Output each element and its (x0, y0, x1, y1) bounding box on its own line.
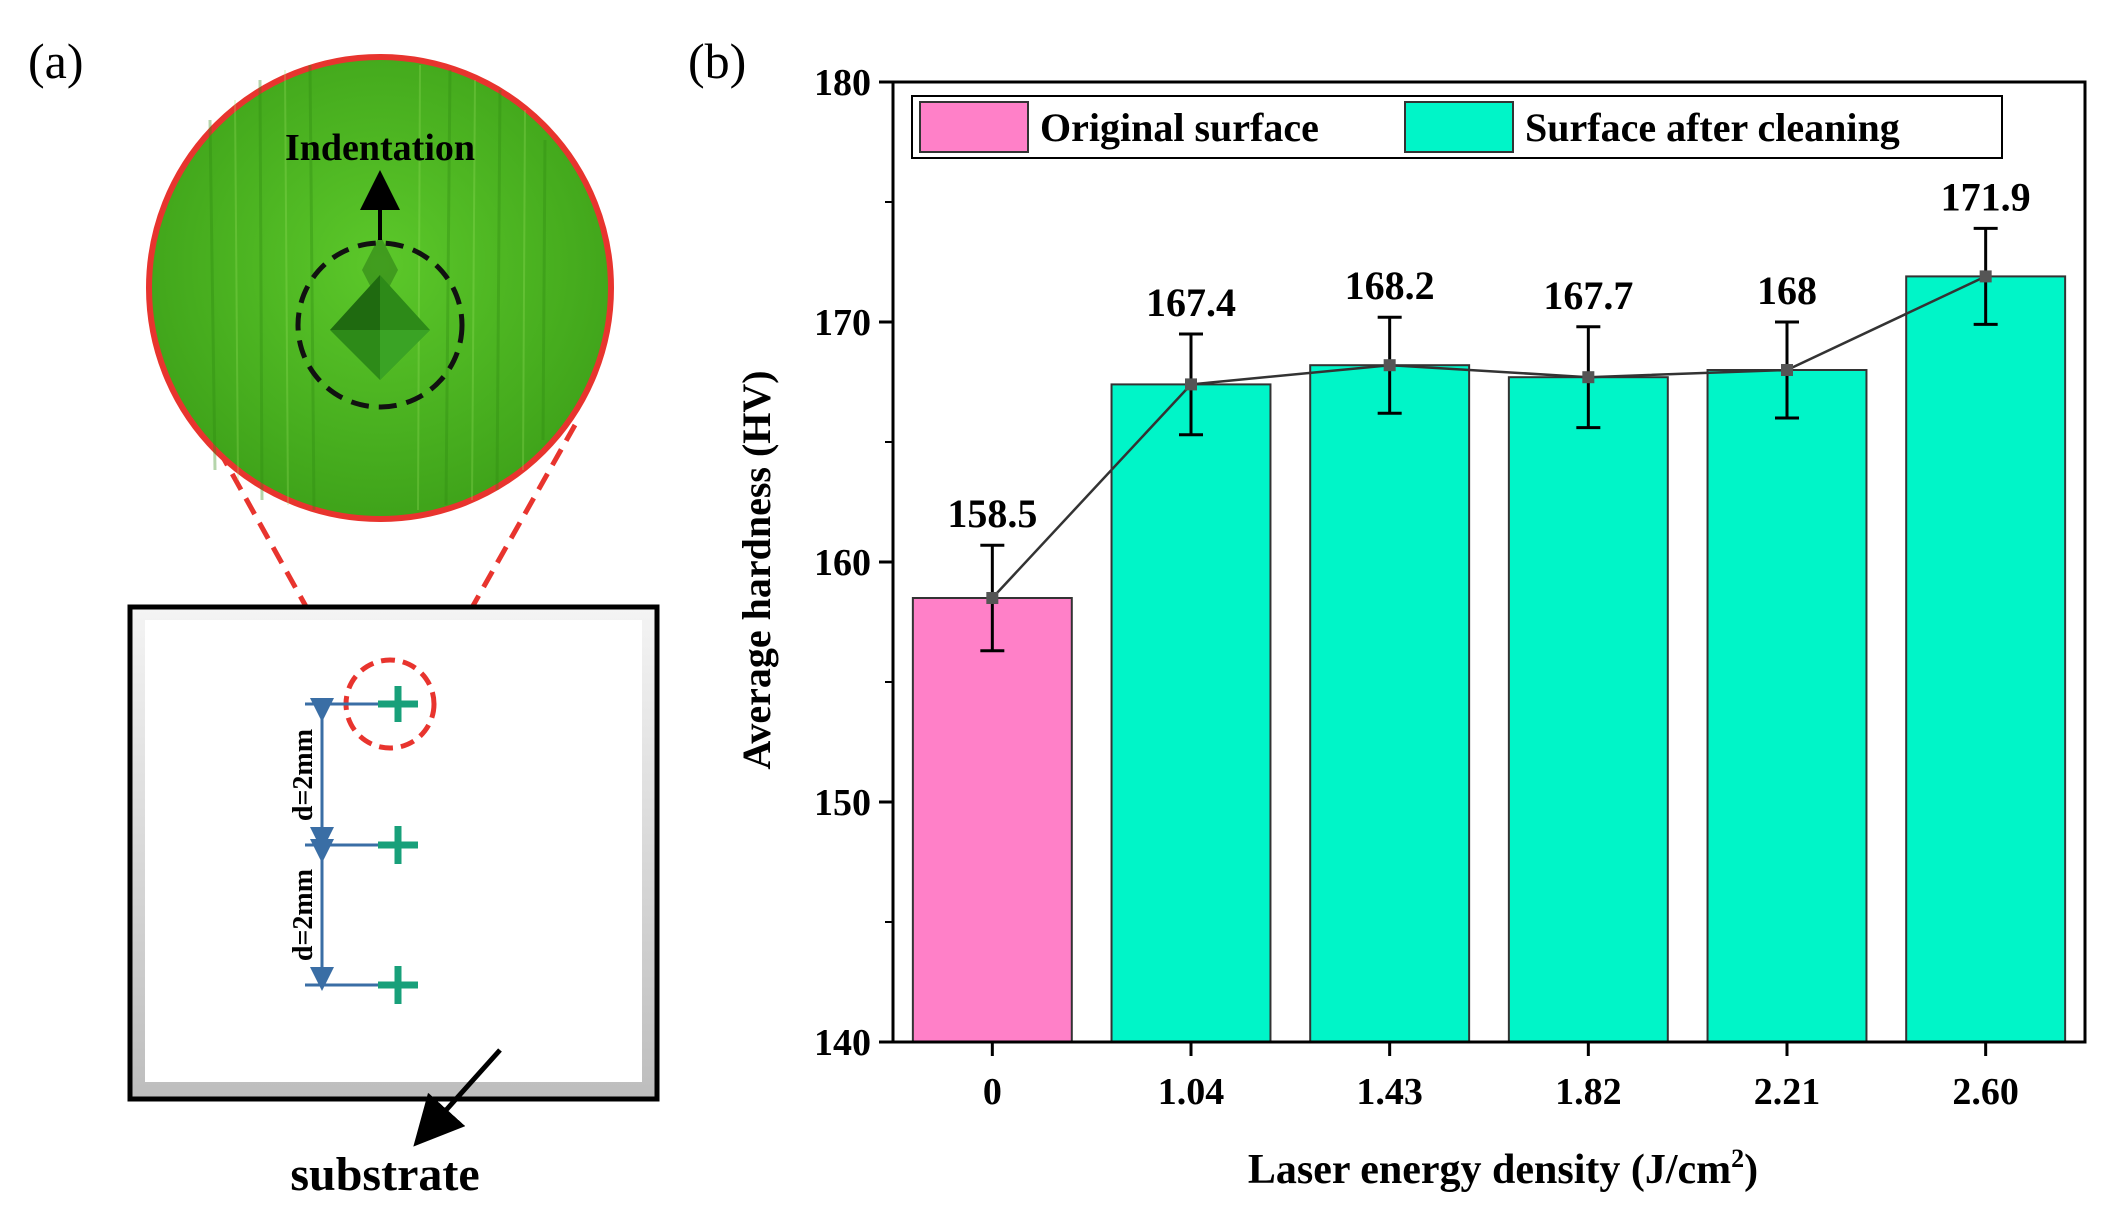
bar-1.82 (1507, 376, 1669, 1043)
substrate-arrow (413, 1048, 502, 1147)
data-point-1.82 (1582, 371, 1595, 384)
x-tick-label-1.04: 1.04 (1158, 1071, 1225, 1113)
bar-2.21 (1706, 369, 1868, 1043)
trend-line (991, 275, 1987, 599)
y-tick-label-180: 180 (814, 62, 871, 104)
x-tick-label-0: 0 (983, 1071, 1002, 1113)
zoom-callout-left (202, 423, 351, 684)
data-point-0 (986, 592, 999, 604)
y-tick-label-170: 170 (814, 302, 871, 344)
spacing-dimensions (305, 698, 378, 991)
value-label-1.43: 168.2 (1345, 263, 1435, 308)
hardness-bar-chart: 158.5 167.4 168.2 167.7 168 171.9 140 150 160 170… (814, 62, 2087, 1113)
x-tick-label-2.21: 2.21 (1754, 1071, 1821, 1113)
indentation-highlight-circle (295, 240, 465, 410)
data-point-1.43 (1383, 359, 1396, 372)
data-point-2.60 (1979, 270, 1992, 283)
indentation-micrograph: Indentation (146, 54, 614, 522)
y-tick-label-140: 140 (814, 1022, 871, 1064)
panel-a: (a) (28, 33, 660, 1201)
spacing-label-top: d=2mm (288, 729, 319, 821)
substrate-block (127, 604, 660, 1102)
x-axis-label: Laser energy density (J/cm2) (1248, 1144, 1758, 1193)
panel-b-label: (b) (688, 33, 746, 89)
bar-1.04 (1110, 383, 1272, 1043)
value-label-2.21: 168 (1757, 268, 1817, 313)
y-tick-label-160: 160 (814, 542, 871, 584)
x-tick-label-2.60: 2.60 (1952, 1071, 2019, 1113)
data-point-1.04 (1185, 378, 1197, 391)
value-label-0: 158.5 (947, 491, 1037, 536)
indentation-label: Indentation (285, 127, 475, 169)
x-axis-label-suffix: ) (1744, 1147, 1758, 1193)
y-axis-label: Average hardness (HV) (734, 370, 779, 769)
legend-swatch-0 (919, 101, 1029, 153)
legend-label-0: Original surface (1040, 105, 1319, 150)
spacing-label-bottom: d=2mm (288, 869, 319, 961)
x-tick-label-1.43: 1.43 (1356, 1071, 1423, 1113)
substrate-label: substrate (290, 1148, 479, 1201)
indentation-marks (378, 686, 418, 1004)
panel-a-label: (a) (28, 33, 84, 89)
data-point-2.21 (1781, 364, 1793, 376)
value-label-2.60: 171.9 (1941, 174, 2031, 219)
bar-0 (911, 597, 1073, 1043)
zoom-callout-right (427, 423, 578, 684)
x-axis-label-superscript: 2 (1731, 1144, 1744, 1173)
y-tick-label-150: 150 (814, 782, 871, 824)
value-label-1.82: 167.7 (1543, 273, 1633, 318)
legend-swatch-1 (1404, 101, 1514, 153)
bar-2.60 (1905, 275, 2067, 1043)
x-tick-label-1.82: 1.82 (1555, 1071, 1622, 1113)
legend-label-1: Surface after cleaning (1525, 105, 1900, 150)
x-axis-label-main: Laser energy density (J/cm (1248, 1147, 1731, 1193)
value-label-1.04: 167.4 (1146, 280, 1236, 325)
panel-b: (b) 158.5 167.4 168.2 167.7 168 171.9 140 150 16… (688, 33, 2087, 1193)
bar-1.43 (1309, 364, 1471, 1043)
